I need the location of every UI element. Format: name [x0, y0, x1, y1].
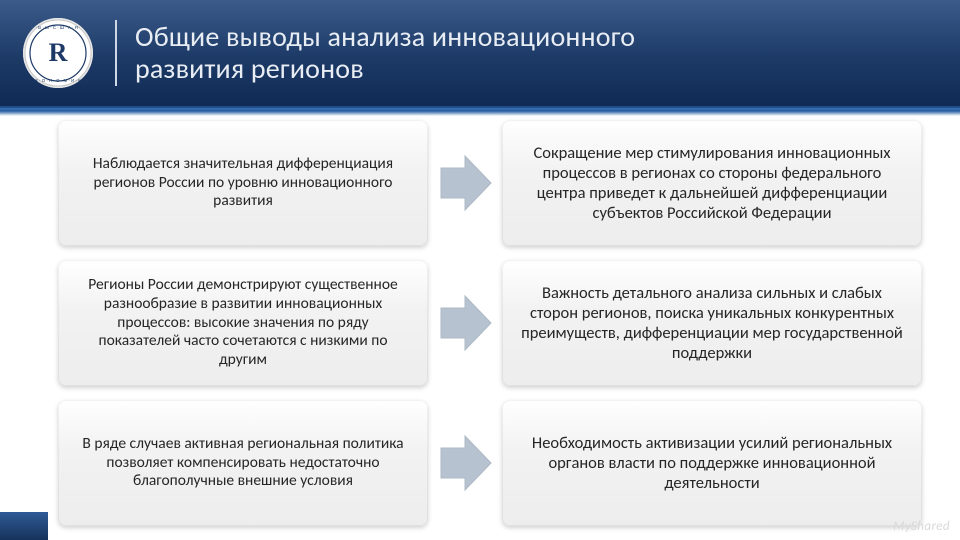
arrow-right-icon	[437, 294, 493, 352]
slide: R · В · Ы · С · Ш · А · Я · · Э · К · О …	[0, 0, 960, 540]
box-left-3: В ряде случаев активная региональная пол…	[58, 400, 428, 526]
box-text: Наблюдается значительная дифференциация …	[76, 155, 410, 212]
hse-logo-svg: R · В · Ы · С · Ш · А · Я · · Э · К · О …	[23, 18, 93, 88]
box-text: В ряде случаев активная региональная пол…	[76, 435, 410, 492]
box-right-2: Важность детального анализа сильных и сл…	[502, 260, 922, 386]
title-line-2: развития регионов	[135, 53, 635, 85]
box-text: Необходимость активизации усилий региона…	[520, 433, 904, 493]
slide-header: R · В · Ы · С · Ш · А · Я · · Э · К · О …	[0, 0, 960, 106]
box-text: Сокращение мер стимулирования инновацион…	[520, 143, 904, 224]
arrow-3	[436, 400, 494, 526]
box-right-1: Сокращение мер стимулирования инновацион…	[502, 120, 922, 246]
header-underline	[0, 106, 960, 116]
header-divider	[115, 20, 117, 86]
svg-text:· В · Ы · С · Ш · А · Я ·: · В · Ы · С · Ш · А · Я ·	[35, 25, 80, 30]
flow-grid: Наблюдается значительная дифференциация …	[58, 120, 936, 526]
box-left-2: Регионы России демонстрируют существенно…	[58, 260, 428, 386]
logo-letter: R	[48, 38, 67, 67]
arrow-right-icon	[437, 434, 493, 492]
title-line-1: Общие выводы анализа инновационного	[135, 21, 635, 53]
watermark: MyShared	[893, 519, 950, 534]
box-text: Важность детального анализа сильных и сл…	[520, 283, 904, 364]
arrow-1	[436, 120, 494, 246]
content-area: Наблюдается значительная дифференциация …	[0, 120, 960, 526]
arrow-right-icon	[437, 154, 493, 212]
svg-text:· Э · К · О · Н · О · М · И ·: · Э · К · О · Н · О · М · И · К · И ·	[25, 78, 90, 83]
logo-container: R · В · Ы · С · Ш · А · Я · · Э · К · О …	[0, 0, 115, 106]
box-right-3: Необходимость активизации усилий региона…	[502, 400, 922, 526]
box-text: Регионы России демонстрируют существенно…	[76, 276, 410, 371]
arrow-2	[436, 260, 494, 386]
corner-accent	[0, 512, 48, 540]
slide-title: Общие выводы анализа инновационного разв…	[135, 21, 635, 85]
hse-logo: R · В · Ы · С · Ш · А · Я · · Э · К · О …	[23, 18, 93, 88]
box-left-1: Наблюдается значительная дифференциация …	[58, 120, 428, 246]
